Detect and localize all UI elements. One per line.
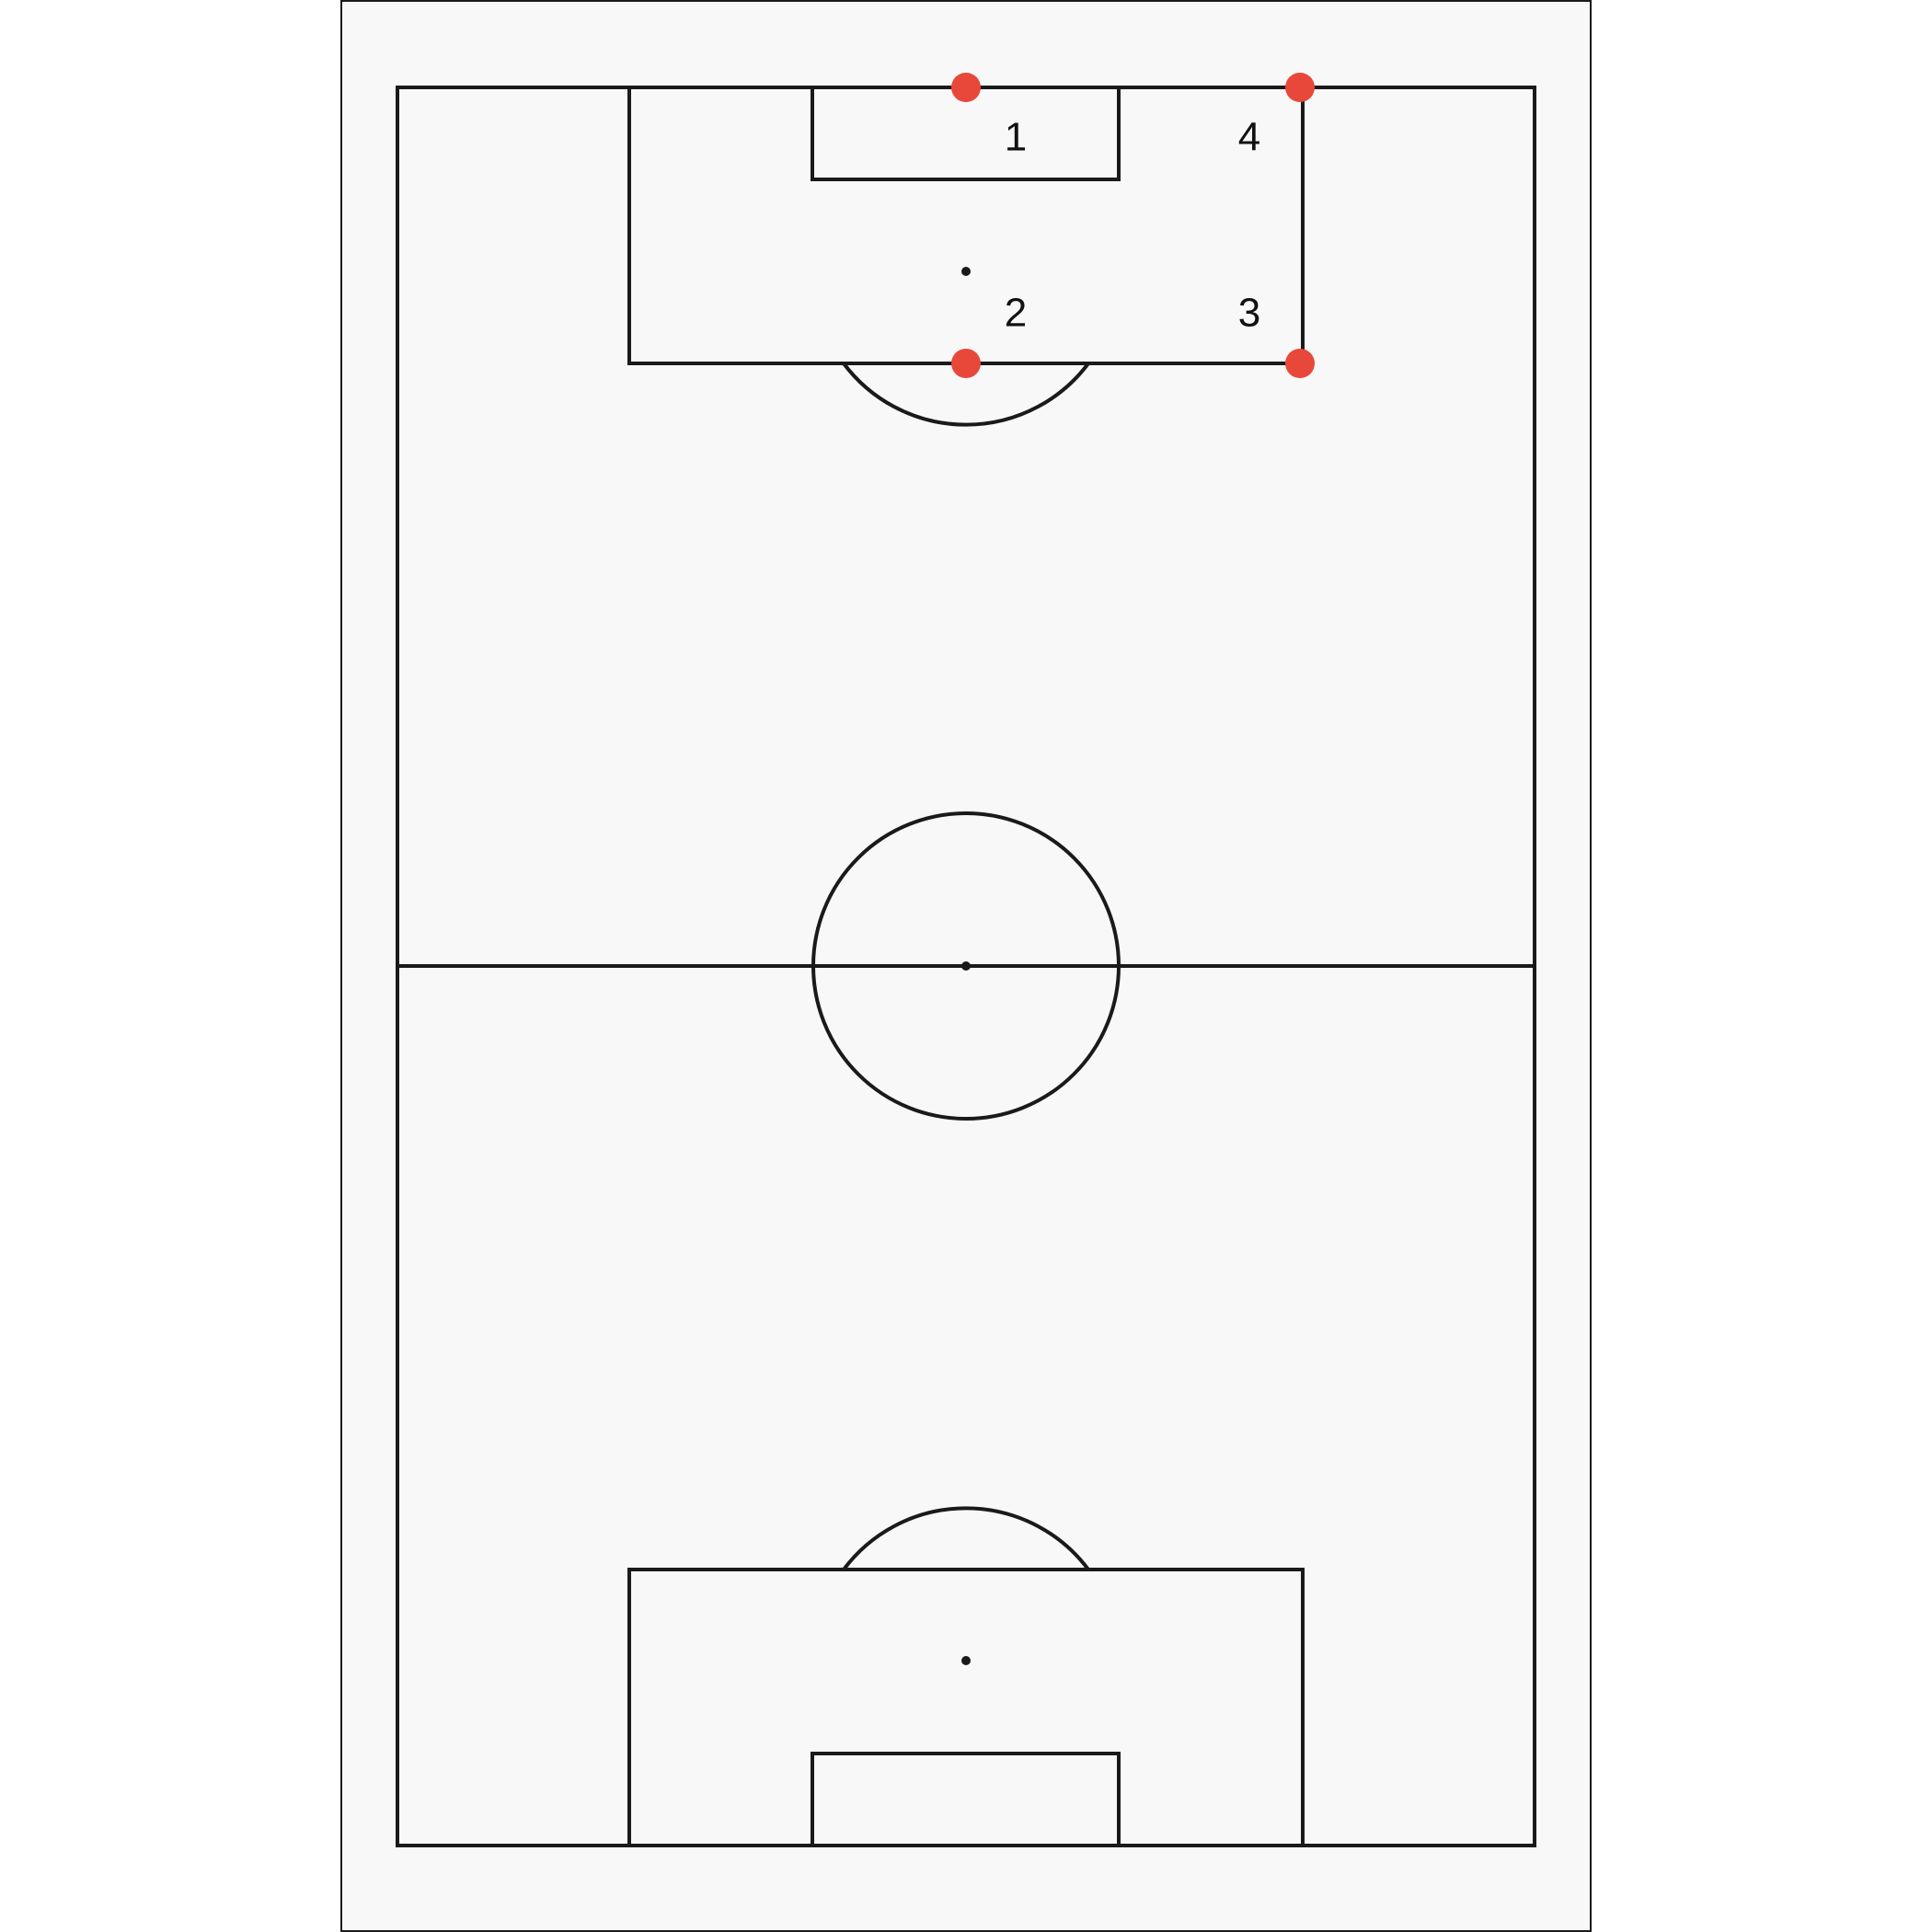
marker-dot-2 [951, 349, 981, 378]
marker-label-1: 1 [1005, 115, 1027, 160]
marker-dot-4 [1285, 73, 1315, 102]
bottom-goal-area [811, 1752, 1121, 1847]
marker-label-2: 2 [1005, 291, 1027, 336]
top-penalty-spot [961, 267, 971, 276]
marker-dot-3 [1285, 349, 1315, 378]
marker-label-4: 4 [1238, 115, 1260, 160]
center-circle [811, 811, 1121, 1121]
bottom-penalty-arc [842, 1506, 1090, 1571]
marker-label-3: 3 [1238, 291, 1260, 336]
center-spot [961, 961, 971, 971]
marker-dot-1 [951, 73, 981, 102]
bottom-penalty-spot [961, 1656, 971, 1665]
top-penalty-arc [842, 362, 1090, 427]
